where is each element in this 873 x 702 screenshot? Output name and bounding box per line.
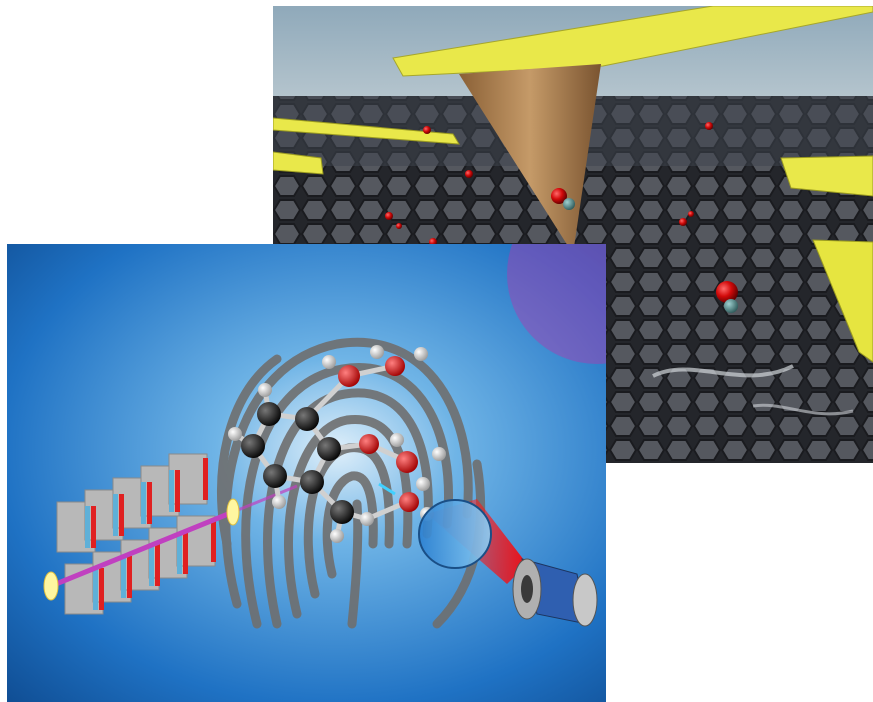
molecular-fingerprint-illustration [7,244,606,702]
hydrogen-bond [378,482,396,496]
electrode-left-upper [273,117,460,145]
corner-glow [507,244,606,364]
beam-spot [43,571,59,601]
detector [418,499,598,627]
grating-assembly [56,453,216,615]
water-molecules [385,122,738,313]
surface-reflection [652,364,794,378]
fingerprint [216,337,486,629]
cantilever [392,6,873,77]
surface-reflection [752,403,854,416]
electrode-left-lower [273,151,324,175]
electrode-right-upper [780,155,873,197]
laser-beam [50,509,234,589]
beam-spot [226,498,240,526]
laser-beam-forward [232,484,298,514]
fingerprint-scene-svg [7,244,606,702]
molecule-atoms [228,345,446,543]
electrode-right-lower [812,239,873,363]
